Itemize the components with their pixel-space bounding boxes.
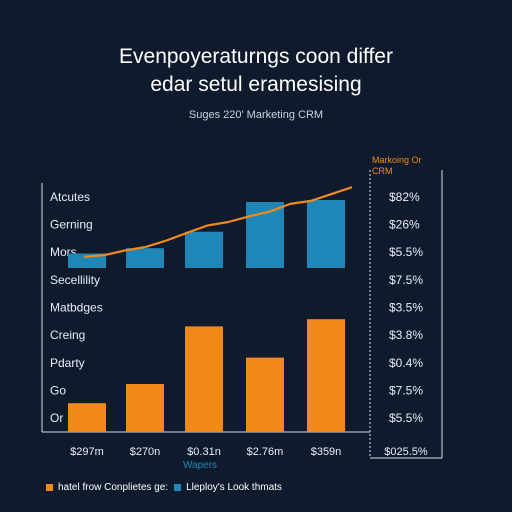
right-value-label: $7.5% <box>389 384 423 398</box>
row-label: Creing <box>50 328 85 342</box>
right-value-label: $5.5% <box>389 245 423 259</box>
bar-blue <box>185 231 223 268</box>
x-tick-label: $0.31n <box>187 446 221 458</box>
row-label: Go <box>50 384 66 398</box>
bar-orange <box>68 403 106 432</box>
chart-title-line-2: edar setul eramesising <box>150 73 362 96</box>
row-label: Secellility <box>50 273 100 287</box>
corner-label: Markoing Or CRM <box>372 155 442 177</box>
bar-orange <box>307 319 345 432</box>
right-value-label: $7.5% <box>389 273 423 287</box>
right-value-label: $26% <box>389 218 420 232</box>
row-label: Gerning <box>50 218 93 232</box>
x-tick-label: $2.76m <box>247 446 284 458</box>
legend-label-orange: hatel frow Conplietes ge: <box>58 482 169 493</box>
legend-label-blue: Lleploy's Look thmats <box>186 482 282 493</box>
legend-item-blue: Lleploy's Look thmats <box>174 482 282 493</box>
corner-label-line-1: Markoing Or <box>372 155 422 165</box>
x-tick-label: $270n <box>130 446 161 458</box>
bar-blue <box>68 253 106 268</box>
bar-orange <box>246 357 284 432</box>
right-value-label: $3.5% <box>389 301 423 315</box>
chart-title-line-1: Evenpoyeraturngs coon differ <box>119 45 393 68</box>
x-tick-label: $359n <box>311 446 342 458</box>
x-axis-label: Wapers <box>183 460 217 471</box>
row-label: Matbdges <box>50 301 103 315</box>
chart-subtitle: Suges 220' Marketing CRM <box>188 109 324 121</box>
line-series <box>83 186 353 258</box>
legend-item-orange: hatel frow Conplietes ge: <box>46 482 168 493</box>
bar-orange <box>126 384 164 432</box>
right-value-label: $0.4% <box>389 356 423 370</box>
row-label: Or <box>50 411 63 425</box>
row-label: Pdarty <box>50 356 85 370</box>
legend-swatch-blue <box>174 484 182 491</box>
legend: hatel frow Conplietes ge: Lleploy's Look… <box>46 482 288 493</box>
right-value-label: $5.5% <box>389 411 423 425</box>
legend-swatch-orange <box>46 484 53 491</box>
bar-blue <box>126 248 164 268</box>
row-label: Atcutes <box>50 190 90 204</box>
right-value-label: $82% <box>389 190 420 204</box>
bar-orange <box>185 326 223 432</box>
bar-blue <box>307 200 345 268</box>
x-tick-label: $297m <box>70 446 104 458</box>
corner-label-line-2: CRM <box>372 166 393 176</box>
bottom-right-value-label: $025.5% <box>384 446 428 458</box>
right-value-label: $3.8% <box>389 328 423 342</box>
